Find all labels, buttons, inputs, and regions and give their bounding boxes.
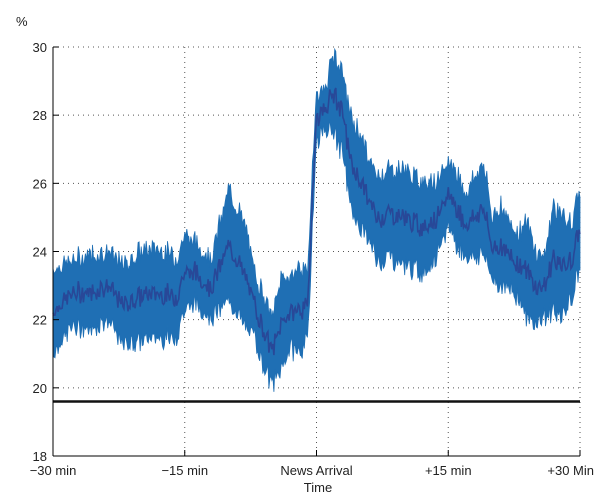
y-tick-label: 18 <box>33 449 47 464</box>
x-tick-label: News Arrival <box>280 463 352 478</box>
x-tick-label: +30 Min <box>547 463 594 478</box>
series-center-line <box>52 87 581 356</box>
y-tick-layer: 18 20 22 24 26 28 30 <box>33 40 59 464</box>
unit-label: % <box>16 14 28 29</box>
series-band-layer <box>52 47 581 403</box>
y-tick-label: 30 <box>33 40 47 55</box>
x-tick-label: −15 min <box>161 463 208 478</box>
x-tick-label: +15 min <box>425 463 472 478</box>
x-tick-layer: −30 min −15 min News Arrival +15 min +30 Min <box>30 450 594 478</box>
series-band <box>52 47 581 392</box>
y-tick-label: 22 <box>33 313 47 328</box>
x-axis-label: Time <box>304 480 332 495</box>
y-tick-label: 20 <box>33 381 47 396</box>
y-tick-label: 24 <box>33 245 47 260</box>
y-tick-label: 26 <box>33 176 47 191</box>
x-tick-label: −30 min <box>30 463 77 478</box>
y-tick-label: 28 <box>33 108 47 123</box>
grid-layer <box>53 46 581 456</box>
